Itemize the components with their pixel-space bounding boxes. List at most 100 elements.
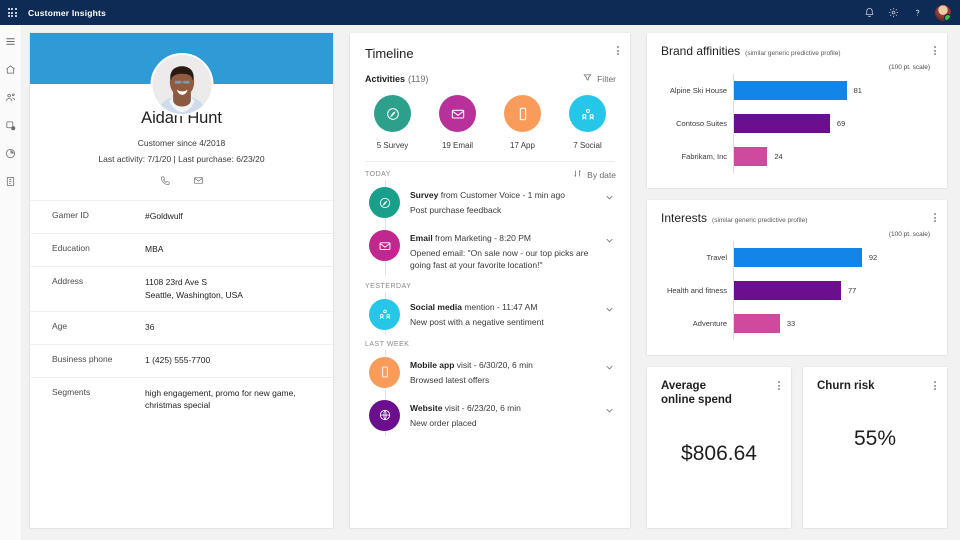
timeline-entry-survey[interactable]: Survey from Customer Voice - 1 min ago P… <box>365 180 616 223</box>
activity-chip-social[interactable]: 7 Social <box>559 95 617 150</box>
bar-value: 69 <box>836 119 846 128</box>
filter-label: Filter <box>597 73 616 84</box>
sidebar-item-audience-insights[interactable] <box>4 90 18 104</box>
average-online-spend-card: Average online spend $806.64 <box>647 367 791 528</box>
timeline-entry-meta: visit - 6/23/20, 6 min <box>442 402 521 413</box>
divider <box>365 161 615 162</box>
timeline-entry-title: Social media <box>410 301 462 312</box>
email-icon[interactable] <box>193 175 204 186</box>
notification-bell-icon[interactable] <box>863 6 876 19</box>
app-launcher-icon[interactable] <box>0 8 24 17</box>
chart-scale-note: (100 pt. scale) <box>888 231 930 238</box>
app-header-actions <box>863 4 960 21</box>
chip-label: 17 App <box>510 141 535 150</box>
mobile-app-icon <box>369 356 400 388</box>
bar-fill <box>734 248 862 267</box>
detail-row-age: Age 36 <box>30 310 333 344</box>
bar-fill <box>734 114 830 133</box>
bar-row: Alpine Ski House 81 <box>661 74 947 107</box>
chip-label: 5 Survey <box>376 141 409 150</box>
bar-track: 81 <box>733 74 947 107</box>
interests-more-options-icon[interactable] <box>934 213 936 222</box>
bar-row: Contoso Suites 69 <box>661 107 947 140</box>
bar-track: 69 <box>733 107 947 140</box>
customer-profile-card: Aidan Hunt Customer since 4/2018 Last ac… <box>30 33 333 528</box>
timeline-entry-body: Survey from Customer Voice - 1 min ago P… <box>410 187 594 216</box>
timeline-entry-meta: from Marketing - 8:20 PM <box>432 233 531 243</box>
churn-risk-more-options-icon[interactable] <box>934 381 936 390</box>
chevron-down-icon[interactable] <box>604 400 616 416</box>
chip-label: 19 Email <box>441 141 474 150</box>
profile-avatar <box>150 53 213 116</box>
bar-category: Contoso Suites <box>676 119 727 128</box>
customer-since: Customer since 4/2018 <box>137 138 226 148</box>
detail-value: 36 <box>145 321 155 332</box>
timeline-more-options-icon[interactable] <box>617 46 619 55</box>
detail-row-business-phone: Business phone 1 (425) 555-7700 <box>30 343 333 377</box>
timeline-entry-social[interactable]: Social media mention - 11:47 AM New post… <box>365 292 616 335</box>
activity-chip-email[interactable]: 19 Email <box>429 95 487 150</box>
chevron-down-icon[interactable] <box>604 187 616 203</box>
bar-category: Adventure <box>692 319 727 328</box>
sidebar-item-measures[interactable] <box>4 146 18 160</box>
filter-button[interactable]: Filter <box>583 73 616 84</box>
last-activity-purchase: Last activity: 7/1/20 | Last purchase: 6… <box>98 154 265 164</box>
chart-subtitle: (similar generic predictive profile) <box>712 217 808 224</box>
detail-value: MBA <box>145 244 164 254</box>
email-icon <box>439 95 476 132</box>
social-icon <box>369 298 400 330</box>
detail-value: 1 (425) 555-7700 <box>145 354 211 365</box>
detail-label: Segments <box>52 386 91 397</box>
mobile-app-icon <box>504 95 541 132</box>
bar-category: Alpine Ski House <box>669 86 727 95</box>
chevron-down-icon[interactable] <box>604 299 616 315</box>
settings-gear-icon[interactable] <box>887 6 900 19</box>
bar-row: Health and fitness 77 <box>661 274 947 307</box>
avatar[interactable] <box>935 4 951 21</box>
detail-value: 1108 23rd Ave S Seattle, Washington, USA <box>145 277 243 300</box>
chart-subtitle: (similar generic predictive profile) <box>745 50 841 57</box>
activity-chip-survey[interactable]: 5 Survey <box>364 95 422 150</box>
kpi-value: 55% <box>853 427 897 451</box>
chevron-down-icon[interactable] <box>604 357 616 373</box>
sidebar-item-reports[interactable] <box>4 174 18 188</box>
timeline-entry-email[interactable]: Email from Marketing - 8:20 PM Opened em… <box>365 223 616 277</box>
social-icon <box>569 95 606 132</box>
timeline-entry-desc: New post with a negative sentiment <box>410 316 544 327</box>
activities-row: Activities (119) Filter <box>350 61 630 84</box>
interests-card: Interests (similar generic predictive pr… <box>647 200 947 355</box>
brand-affinities-more-options-icon[interactable] <box>934 46 936 55</box>
detail-label: Gamer ID <box>52 210 89 220</box>
sidebar-item-segments[interactable] <box>4 118 18 132</box>
activity-chip-app[interactable]: 17 App <box>494 95 552 150</box>
sort-label: By date <box>587 169 616 180</box>
timeline-entry-head: Survey from Customer Voice - 1 min ago <box>410 190 594 201</box>
app-title: Customer Insights <box>28 7 107 18</box>
phone-icon[interactable] <box>160 175 171 186</box>
timeline-entry-desc: Browsed latest offers <box>410 374 490 385</box>
bar-track: 92 <box>733 241 947 274</box>
detail-row-segments: Segments high engagement, promo for new … <box>30 376 333 422</box>
bar-category: Health and fitness <box>666 286 727 295</box>
activities-label: Activities <box>365 73 406 84</box>
average-spend-more-options-icon[interactable] <box>778 381 780 390</box>
interests-header: Interests (similar generic predictive pr… <box>647 200 947 225</box>
help-question-icon[interactable] <box>911 6 924 19</box>
day-header-today: TODAY <box>365 171 391 178</box>
bar-track: 33 <box>733 307 947 340</box>
timeline-entry-mobile-app[interactable]: Mobile app visit - 6/30/20, 6 min Browse… <box>365 350 616 393</box>
timeline-entry-body: Social media mention - 11:47 AM New post… <box>410 299 594 328</box>
timeline-entry-website[interactable]: Website visit - 6/23/20, 6 min New order… <box>365 393 616 436</box>
timeline-entry-head: Website visit - 6/23/20, 6 min <box>410 403 594 414</box>
sort-button[interactable]: By date <box>573 169 616 180</box>
kpi-title: Churn risk <box>817 380 875 392</box>
chevron-down-icon[interactable] <box>604 230 616 246</box>
bar-fill <box>734 81 847 100</box>
app-header-bar: Customer Insights <box>0 0 960 25</box>
hamburger-menu-icon[interactable] <box>4 34 18 48</box>
bar-track: 77 <box>733 274 947 307</box>
activity-type-chips: 5 Survey 19 Email 17 App 7 Social <box>350 84 630 150</box>
chart-title: Brand affinities <box>661 44 741 58</box>
bar-value: 92 <box>868 253 878 262</box>
sidebar-item-home[interactable] <box>4 62 18 76</box>
